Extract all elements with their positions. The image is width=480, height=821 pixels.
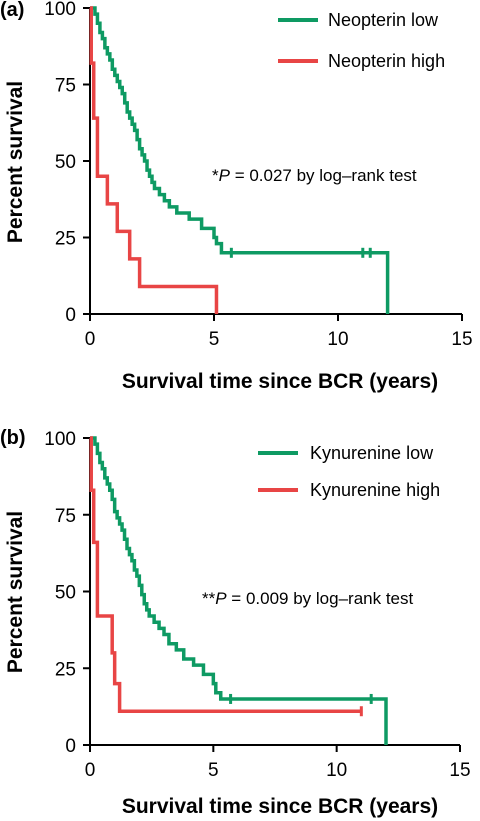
x-tick-label: 5 [208,760,219,781]
series-neopterin-high-curve [89,6,219,314]
x-tick-label: 5 [209,329,220,350]
panel-b-xlabel: Survival time since BCR (years) [122,795,438,818]
panel-b-ylabel: Percent survival [4,511,27,673]
series-neopterin-low-curve [90,6,390,314]
y-tick-label: 75 [55,76,76,97]
panel-b-chart: (b) Percent survival Survival time since… [0,427,471,818]
panel-b-pvalue-annotation: **P = 0.009 by log–rank test [202,589,414,608]
x-tick-label: 15 [449,760,470,781]
y-tick-label: 25 [55,229,76,250]
panel-a-chart: (a) Percent survival Survival time since… [0,0,473,393]
y-tick-label: 50 [55,152,76,173]
x-tick-label: 0 [85,760,96,781]
panel-a-legend: Neopterin low Neopterin high [278,10,445,71]
y-tick-label: 25 [55,659,76,680]
panel-a-xlabel: Survival time since BCR (years) [122,370,438,393]
y-tick-label: 0 [65,736,76,757]
series-kynurenine-high-curve [89,436,362,713]
y-tick-label: 50 [55,583,76,604]
legend-label-neopterin-low: Neopterin low [328,10,439,30]
x-tick-label: 0 [85,329,96,350]
x-tick-label: 10 [326,760,347,781]
panel-b-label: (b) [0,427,26,449]
panel-a-label: (a) [0,0,24,21]
y-tick-label: 0 [65,305,76,326]
x-tick-label: 10 [327,329,348,350]
legend-label-kynurenine-low: Kynurenine low [310,443,434,463]
y-tick-label: 100 [44,0,76,20]
panel-b-legend: Kynurenine low Kynurenine high [258,443,440,500]
legend-label-kynurenine-high: Kynurenine high [310,480,440,500]
panel-b-plot-area: 0 25 50 75 100 0 5 10 15 [44,429,470,781]
panel-a-ylabel: Percent survival [4,81,27,243]
series-kynurenine-low-curve [90,436,388,745]
x-tick-label: 15 [451,329,472,350]
panel-a-pvalue-annotation: *P = 0.027 by log–rank test [212,166,417,185]
y-tick-label: 100 [44,429,76,450]
panel-a-plot-area: 0 25 50 75 100 0 5 10 15 [44,0,472,350]
y-tick-label: 75 [55,506,76,527]
legend-label-neopterin-high: Neopterin high [328,51,445,71]
